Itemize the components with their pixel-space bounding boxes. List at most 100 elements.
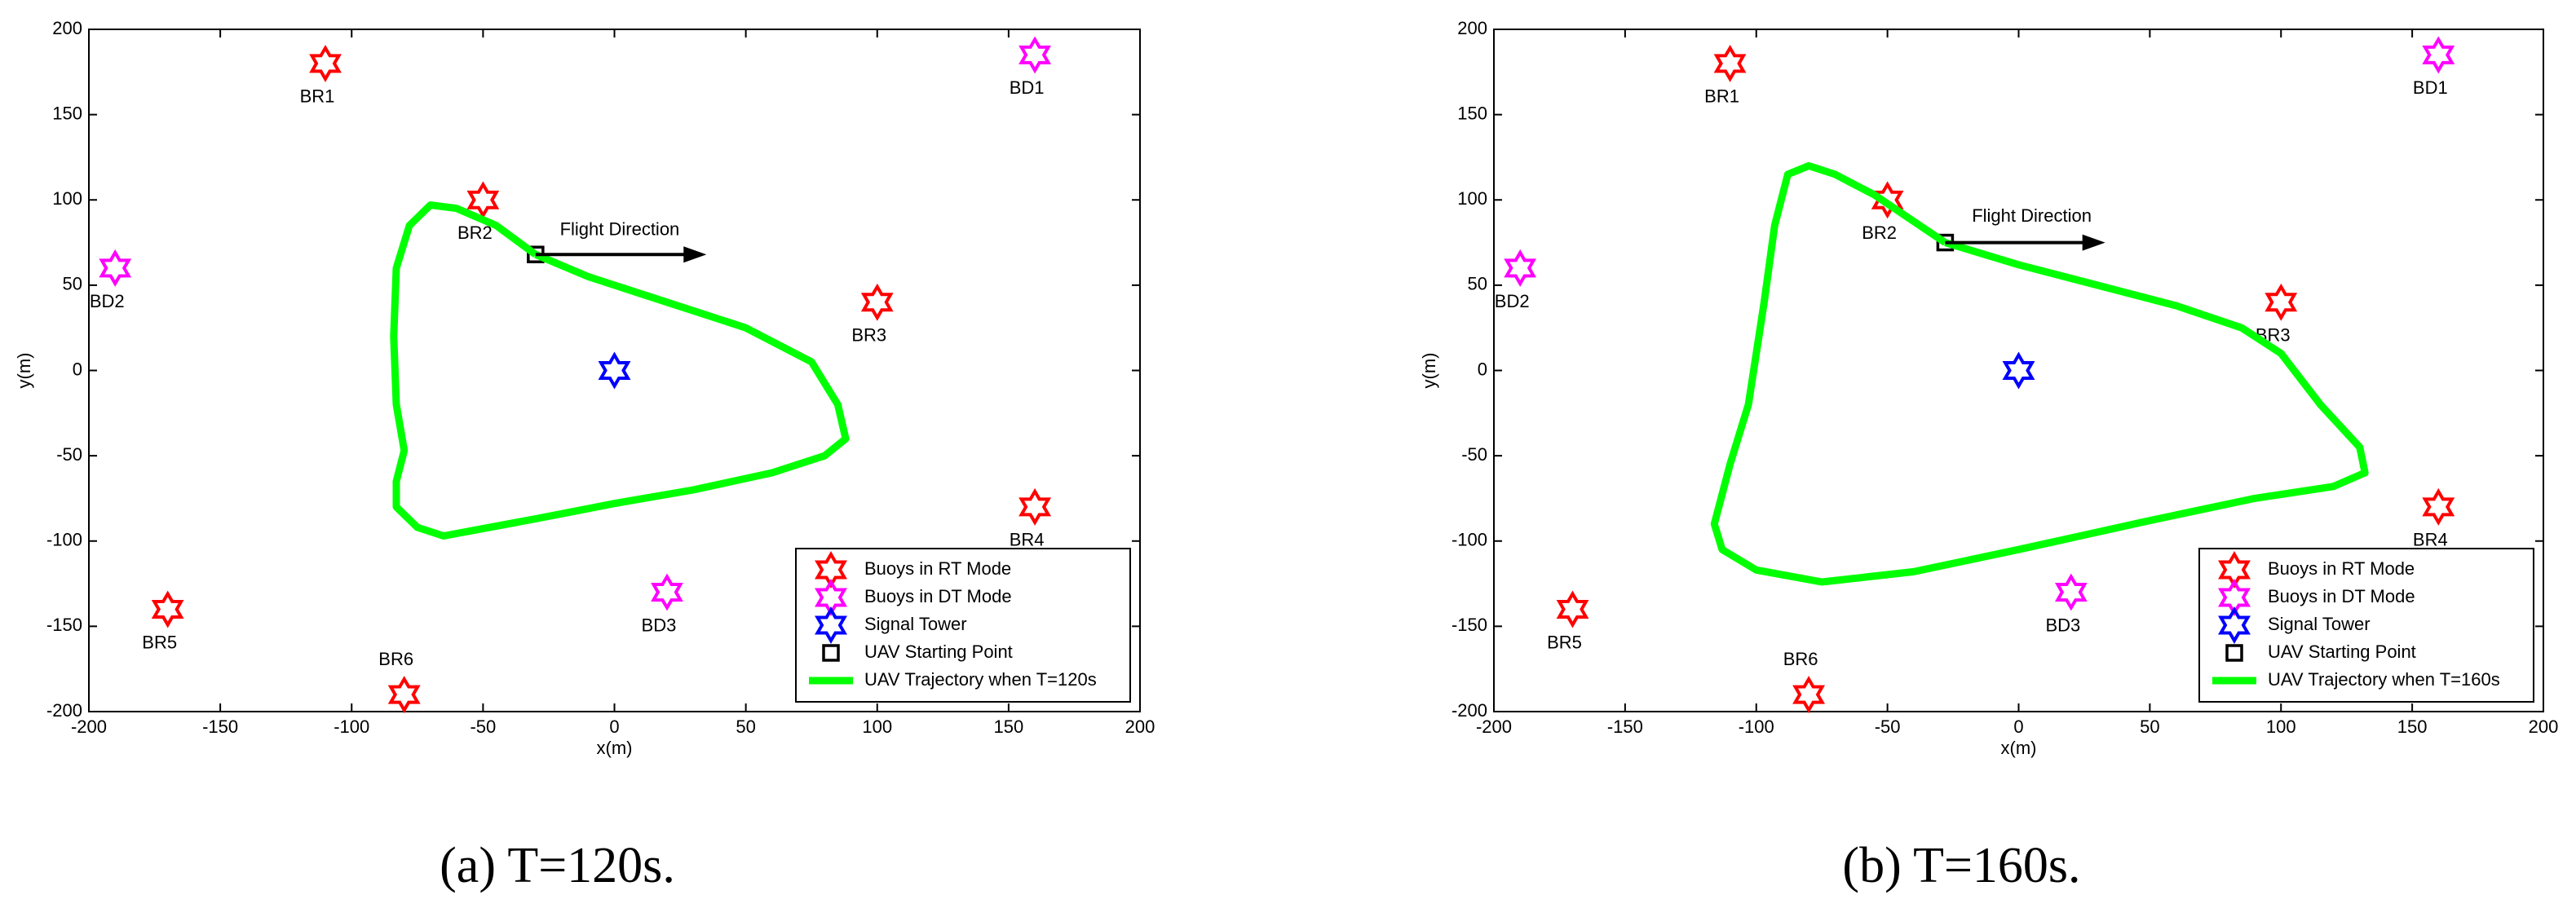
caption: (a) T=120s. — [440, 838, 675, 893]
y-tick-label: -50 — [1461, 444, 1487, 465]
point-label: BD3 — [642, 615, 677, 635]
point-label: BR2 — [1862, 223, 1897, 243]
y-tick-label: 200 — [52, 18, 82, 38]
legend-label: UAV Starting Point — [864, 641, 1013, 662]
legend-label: Buoys in DT Mode — [864, 586, 1012, 606]
legend-box — [795, 548, 1131, 703]
star-marker — [860, 283, 894, 321]
point-label: BR1 — [1704, 86, 1739, 107]
star-marker — [1018, 487, 1052, 526]
legend-label: UAV Trajectory when T=160s — [2268, 669, 2500, 690]
y-tick-label: 200 — [1457, 18, 1487, 38]
star-marker — [309, 44, 342, 82]
trajectory-line — [1710, 161, 2369, 586]
point-label: BR5 — [142, 632, 177, 652]
y-tick-label: -150 — [46, 615, 82, 635]
legend-label: UAV Starting Point — [2268, 641, 2416, 662]
point-label: BR1 — [300, 86, 335, 107]
x-tick-label: 150 — [994, 716, 1024, 737]
annotation-text: Flight Direction — [560, 219, 680, 240]
star-marker — [466, 181, 500, 219]
y-tick-label: -150 — [1451, 615, 1487, 635]
star-marker — [2422, 487, 2455, 526]
x-axis-label: x(m) — [2001, 738, 2037, 758]
point-label: BD2 — [90, 291, 125, 311]
star-marker — [2218, 579, 2251, 616]
x-tick-label: 100 — [862, 716, 892, 737]
x-tick-label: 100 — [2266, 716, 2296, 737]
star-marker — [651, 573, 683, 611]
y-tick-label: -100 — [46, 530, 82, 550]
star-marker — [2218, 606, 2251, 644]
star-marker — [1504, 249, 1537, 287]
arrow-head — [2082, 234, 2105, 251]
x-tick-label: -150 — [202, 716, 238, 737]
star-marker — [2002, 351, 2035, 390]
y-axis-label: y(m) — [1419, 353, 1439, 389]
x-tick-label: 50 — [2140, 716, 2159, 737]
star-marker — [815, 551, 847, 589]
x-tick-label: 200 — [2529, 716, 2559, 737]
star-marker — [2264, 283, 2298, 321]
annotation-text: Flight Direction — [1972, 205, 2092, 226]
legend-label: Signal Tower — [864, 614, 967, 634]
y-tick-label: -100 — [1451, 530, 1487, 550]
legend-label: Buoys in RT Mode — [2268, 558, 2415, 579]
star-marker — [815, 606, 847, 644]
legend-label: Signal Tower — [2268, 614, 2371, 634]
x-axis-label: x(m) — [597, 738, 633, 758]
star-marker — [1792, 676, 1826, 714]
y-tick-label: 50 — [1468, 274, 1487, 294]
y-tick-label: 0 — [73, 359, 82, 379]
point-label: BR6 — [1783, 649, 1818, 669]
point-label: BR5 — [1547, 632, 1582, 652]
x-tick-label: -50 — [470, 716, 496, 737]
point-label: BR6 — [378, 649, 413, 669]
x-tick-label: -200 — [71, 716, 107, 737]
x-tick-label: 0 — [609, 716, 619, 737]
y-axis-label: y(m) — [14, 353, 34, 389]
point-label: BD2 — [1495, 291, 1530, 311]
y-tick-label: 0 — [1478, 359, 1487, 379]
legend-label: Buoys in DT Mode — [2268, 586, 2415, 606]
x-tick-label: -100 — [334, 716, 369, 737]
square-marker — [822, 644, 840, 662]
point-label: BR3 — [851, 325, 886, 346]
square-marker — [2225, 644, 2243, 662]
x-tick-label: 200 — [1125, 716, 1155, 737]
y-tick-label: 150 — [1457, 103, 1487, 123]
star-marker — [1713, 44, 1747, 82]
legend-label: UAV Trajectory when T=120s — [864, 669, 1097, 690]
point-label: BR4 — [1010, 530, 1045, 550]
x-tick-label: -150 — [1607, 716, 1643, 737]
point-label: BD1 — [2413, 77, 2448, 98]
point-label: BD1 — [1010, 77, 1045, 98]
point-label: BR4 — [2413, 530, 2448, 550]
legend-box — [2198, 548, 2534, 703]
star-marker — [598, 351, 631, 390]
x-tick-label: -200 — [1476, 716, 1512, 737]
arrow-head — [683, 246, 707, 263]
x-tick-label: 0 — [2013, 716, 2023, 737]
star-marker — [99, 249, 132, 287]
point-label: BD3 — [2045, 615, 2080, 635]
y-tick-label: 100 — [52, 188, 82, 209]
star-marker — [1018, 36, 1052, 74]
caption: (b) T=160s. — [1842, 838, 2080, 893]
star-marker — [2054, 573, 2088, 611]
x-tick-label: 50 — [736, 716, 755, 737]
y-tick-label: 150 — [52, 103, 82, 123]
y-tick-label: 100 — [1457, 188, 1487, 209]
y-tick-label: -200 — [46, 700, 82, 721]
x-tick-label: -50 — [1875, 716, 1901, 737]
trajectory-line — [390, 201, 850, 540]
star-marker — [2422, 36, 2455, 74]
star-marker — [815, 579, 847, 616]
y-tick-label: 50 — [63, 274, 82, 294]
y-tick-label: -50 — [56, 444, 82, 465]
star-marker — [151, 590, 184, 628]
point-label: BR2 — [457, 223, 493, 243]
x-tick-label: 150 — [2397, 716, 2428, 737]
